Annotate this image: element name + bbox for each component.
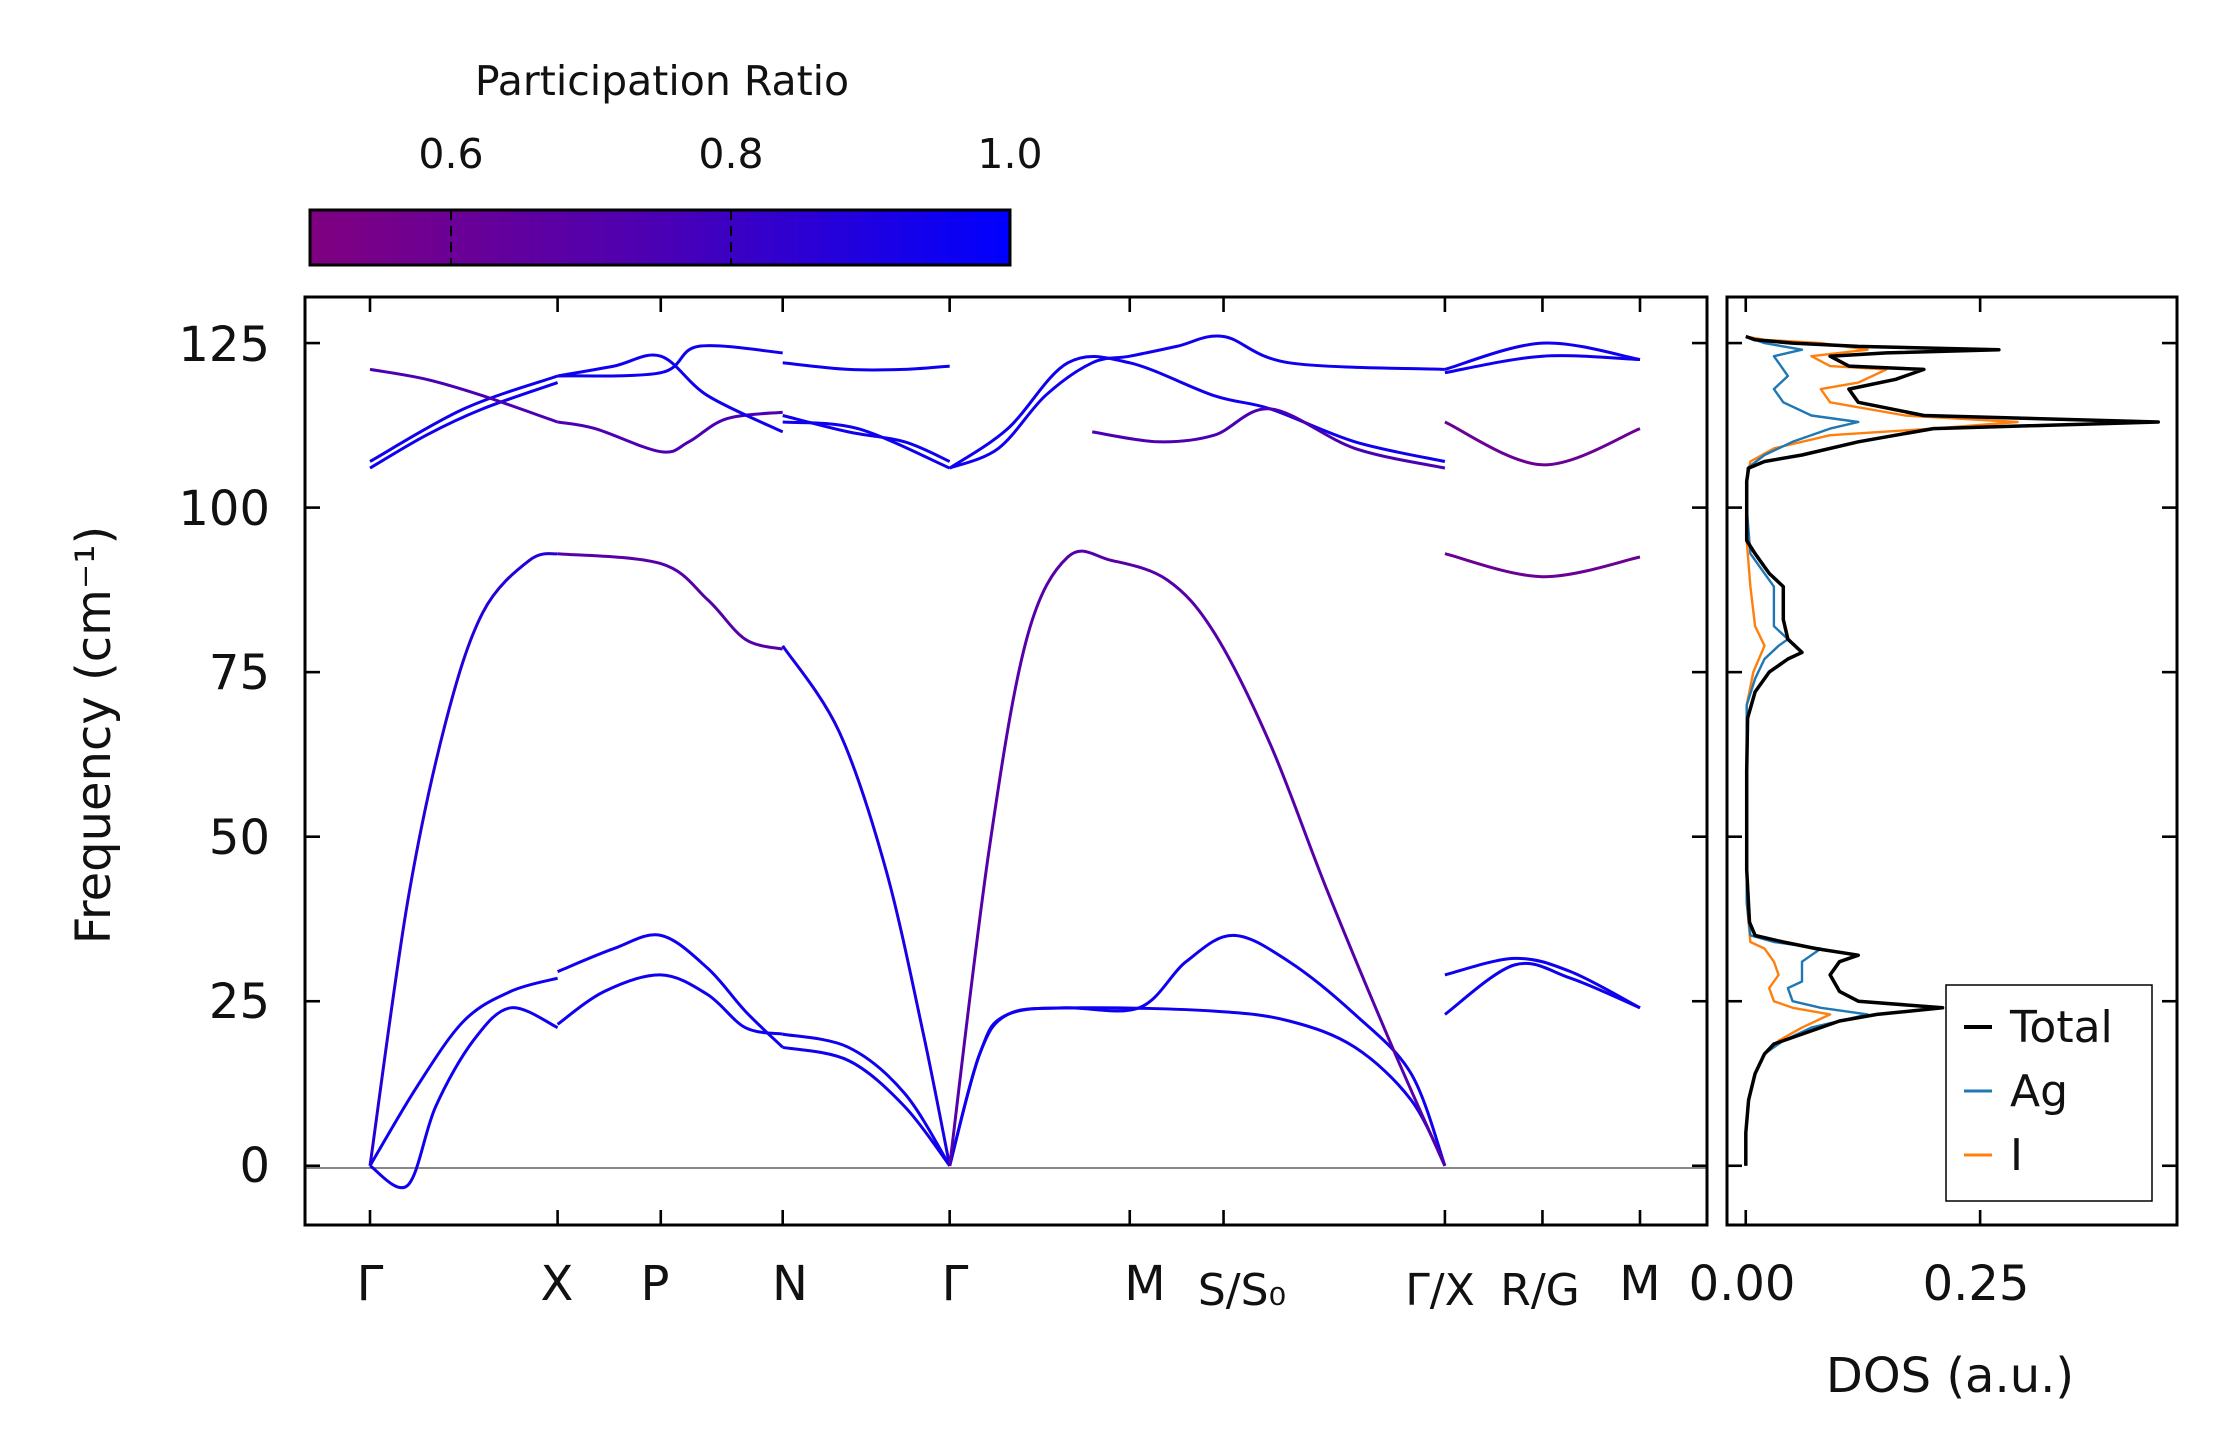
phonon-band [948,354,1446,470]
band-curves [368,334,1641,1190]
phonon-band [948,1006,1447,1167]
y-tick-label: 125 [178,317,270,373]
phonon-band [368,976,559,1167]
dos-series-i [1744,335,2019,1166]
kpoint-label: Γ/X [1405,1265,1474,1316]
dos-axis-ticks [1727,297,2177,1225]
legend-label-i: I [2010,1130,2023,1181]
legend-box [1945,984,2153,1202]
phonon-band [948,549,1447,1167]
phonon-band [1444,420,1641,467]
phonon-band [1444,962,1641,1016]
dos-x-tick-label: 0.00 [1689,1256,1796,1312]
kpoint-label: N [772,1256,808,1312]
phonon-band [369,367,559,424]
phonon-band [1444,956,1641,1010]
y-tick-label: 75 [209,645,270,701]
dos-curves [1744,334,2161,1166]
phonon-band [369,1006,559,1190]
y-tick-label: 100 [178,481,270,537]
phonon-band [949,334,1445,470]
y-axis-label: Frequency (cm⁻¹) [66,526,122,944]
phonon-band [557,933,784,1049]
phonon-band [782,1045,951,1167]
colorbar-gradient [308,208,1012,267]
band-axes-frame [303,295,1709,1227]
dos-axes-frame [1725,295,2179,1227]
phonon-band [948,933,1447,1167]
y-tick-label: 0 [239,1138,270,1194]
phonon-band [781,644,952,1167]
colorbar-label: Participation Ratio [475,57,849,105]
kpoint-label: Γ [357,1256,384,1312]
dos-x-axis-label: DOS (a.u.) [1826,1348,2074,1404]
y-tick-label: 25 [209,974,270,1030]
phonon-band [1444,354,1641,375]
kpoint-label: X [541,1256,574,1312]
phonon-band [369,374,559,463]
phonon-band [557,552,784,651]
kpoint-label: R/G [1500,1265,1580,1316]
phonon-band [782,1032,951,1167]
legend-label-ag: Ag [2010,1066,2068,1117]
phonon-band [782,420,951,470]
kpoint-label: M [1619,1256,1660,1312]
kpoint-label: P [641,1256,670,1312]
kpoint-label: M [1124,1256,1165,1312]
phonon-band [1444,341,1641,371]
band-axis-ticks [305,297,1707,1225]
kpoint-label: S/S₀ [1198,1265,1286,1316]
phonon-band [369,381,559,470]
dos-series-total [1744,334,2161,1166]
dos-legend: Total Ag I [1945,984,2153,1202]
kpoint-label: Γ [942,1256,969,1312]
phonon-band [557,353,784,434]
colorbar-tick-label: 0.8 [698,130,763,178]
band-panel: 0 25 50 75 100 125 Frequency (cm⁻¹) Γ X … [66,295,1709,1316]
phonon-band [557,344,783,378]
y-tick-label: 50 [209,810,270,866]
colorbar-tick-label: 0.6 [418,130,483,178]
phonon-band [556,973,783,1036]
dos-x-tick-label: 0.25 [1923,1256,2030,1312]
phonon-band [368,552,558,1167]
phonon-band [1091,407,1446,470]
colorbar: Participation Ratio 0.6 0.8 1.0 [308,57,1043,267]
dos-panel: 0.00 0.25 DOS (a.u.) Total Ag I [1689,295,2179,1404]
colorbar-tick-label: 1.0 [977,130,1042,178]
phonon-band [1444,552,1641,579]
phonon-band [782,361,950,372]
phonon-band [557,410,783,454]
legend-label-total: Total [2009,1002,2113,1053]
